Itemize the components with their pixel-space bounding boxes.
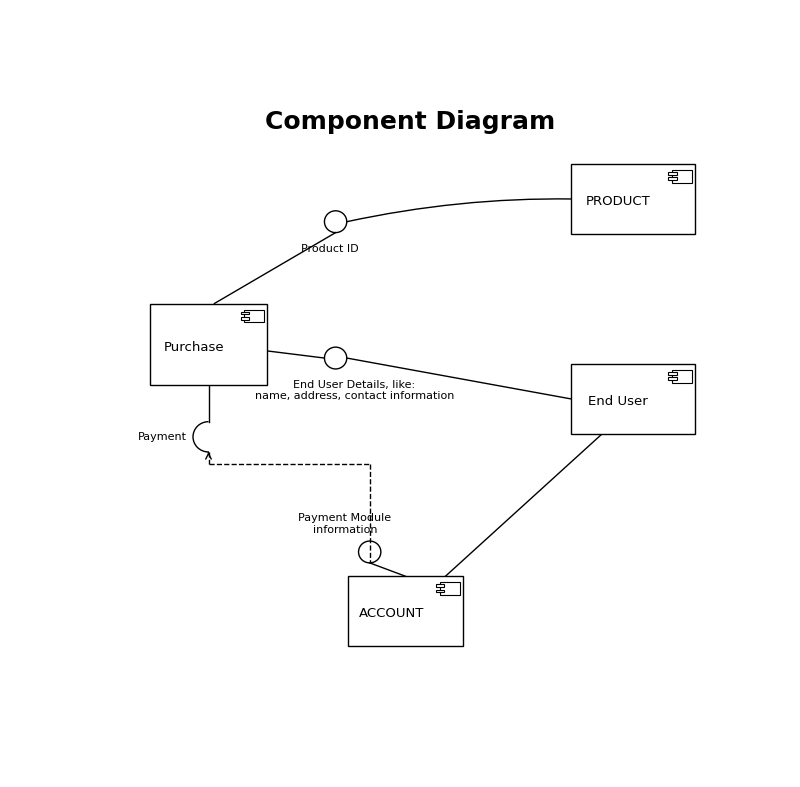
Bar (571, 364, 695, 434)
Text: Product ID: Product ID (301, 243, 358, 253)
Bar (241, 317, 249, 320)
Bar (348, 576, 462, 646)
Bar (436, 589, 444, 593)
Bar (436, 584, 444, 587)
Text: Component Diagram: Component Diagram (265, 109, 555, 134)
Bar (150, 304, 267, 386)
Bar (440, 582, 459, 595)
Bar (669, 378, 677, 380)
Bar (669, 372, 677, 375)
Bar (245, 309, 264, 322)
Bar (571, 164, 695, 234)
Bar (672, 170, 692, 183)
Bar (669, 178, 677, 180)
Text: End User Details, like:
name, address, contact information: End User Details, like: name, address, c… (254, 380, 454, 401)
Text: End User: End User (589, 395, 648, 408)
Text: ACCOUNT: ACCOUNT (359, 608, 424, 620)
Text: PRODUCT: PRODUCT (586, 195, 650, 209)
Text: Payment: Payment (138, 432, 187, 442)
Bar (241, 312, 249, 314)
Bar (672, 370, 692, 382)
Text: Purchase: Purchase (164, 342, 225, 354)
Text: Payment Module
information: Payment Module information (298, 513, 391, 535)
Bar (669, 172, 677, 175)
